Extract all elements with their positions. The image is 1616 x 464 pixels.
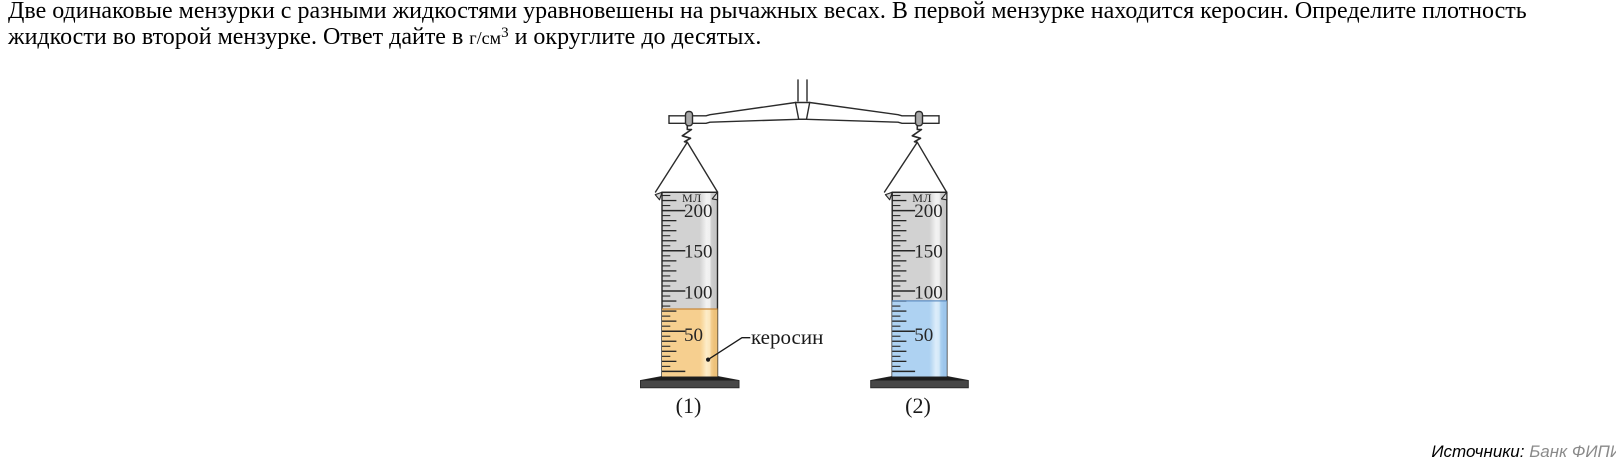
svg-text:150: 150 xyxy=(914,241,943,262)
svg-text:(1): (1) xyxy=(676,393,702,418)
svg-text:50: 50 xyxy=(684,325,703,346)
svg-text:50: 50 xyxy=(914,325,933,346)
svg-text:керосин: керосин xyxy=(751,325,823,349)
svg-text:200: 200 xyxy=(914,201,943,222)
svg-text:(2): (2) xyxy=(905,393,931,418)
svg-text:200: 200 xyxy=(684,201,713,222)
svg-text:100: 100 xyxy=(914,283,943,304)
svg-text:150: 150 xyxy=(684,241,713,262)
svg-text:100: 100 xyxy=(684,283,713,304)
